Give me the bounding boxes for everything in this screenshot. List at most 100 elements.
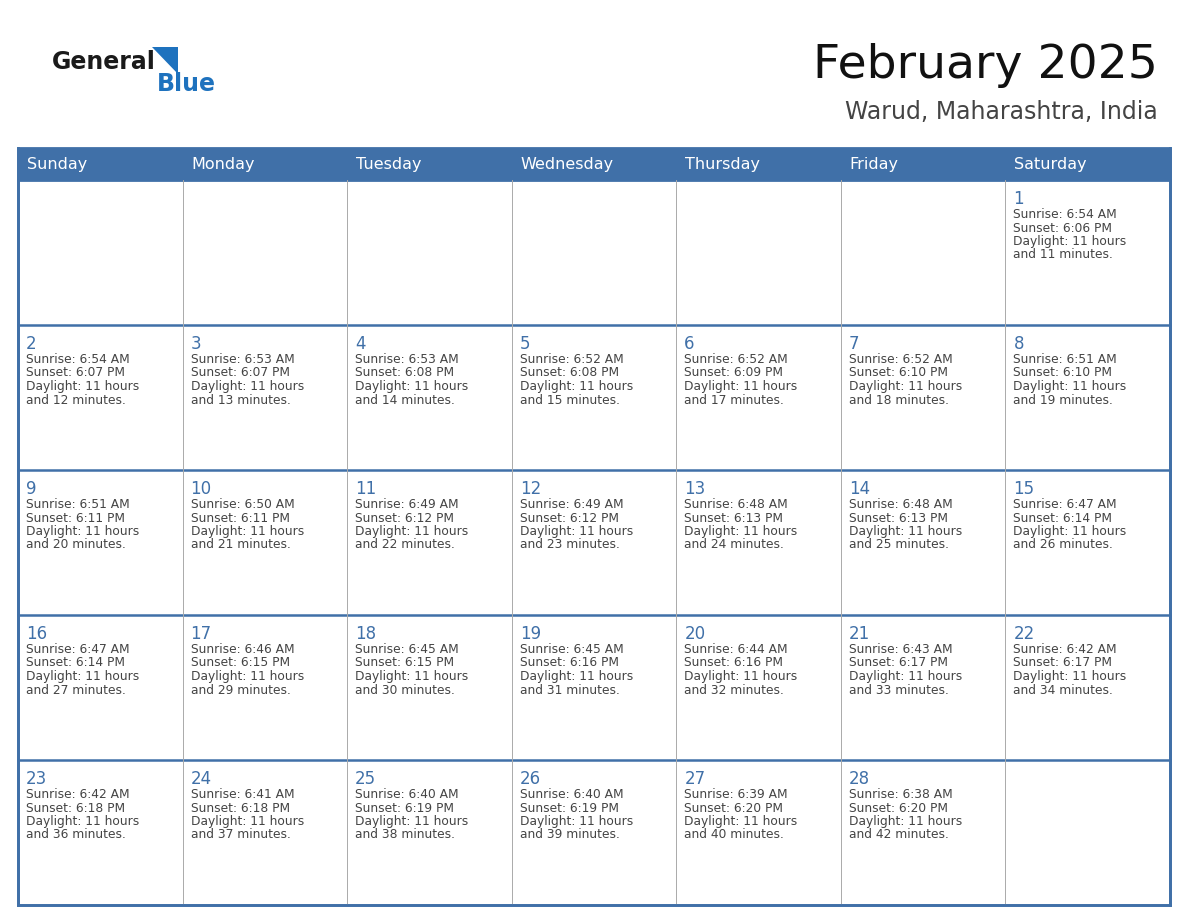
Bar: [1005, 760, 1170, 905]
Text: Sunrise: 6:52 AM: Sunrise: 6:52 AM: [519, 353, 624, 366]
Text: Sunset: 6:06 PM: Sunset: 6:06 PM: [1013, 221, 1112, 234]
Text: Sunset: 6:20 PM: Sunset: 6:20 PM: [684, 801, 783, 814]
Bar: [18, 148, 1170, 905]
Text: Sunset: 6:07 PM: Sunset: 6:07 PM: [190, 366, 290, 379]
Text: and 23 minutes.: and 23 minutes.: [519, 539, 620, 552]
Text: Daylight: 11 hours: Daylight: 11 hours: [1013, 380, 1126, 393]
Text: and 31 minutes.: and 31 minutes.: [519, 684, 620, 697]
Text: Daylight: 11 hours: Daylight: 11 hours: [849, 670, 962, 683]
Text: Sunset: 6:08 PM: Sunset: 6:08 PM: [355, 366, 454, 379]
Text: and 26 minutes.: and 26 minutes.: [1013, 539, 1113, 552]
Text: 22: 22: [1013, 625, 1035, 643]
Bar: [18, 760, 183, 905]
Text: and 17 minutes.: and 17 minutes.: [684, 394, 784, 407]
Text: Wednesday: Wednesday: [520, 156, 614, 172]
Bar: [512, 470, 676, 615]
Text: Sunset: 6:11 PM: Sunset: 6:11 PM: [26, 511, 125, 524]
Bar: [183, 325, 347, 470]
Text: and 24 minutes.: and 24 minutes.: [684, 539, 784, 552]
Bar: [512, 180, 676, 325]
Text: 7: 7: [849, 335, 859, 353]
Text: and 29 minutes.: and 29 minutes.: [190, 684, 290, 697]
Text: Friday: Friday: [849, 156, 899, 172]
Text: 9: 9: [26, 480, 37, 498]
Text: Sunrise: 6:52 AM: Sunrise: 6:52 AM: [684, 353, 788, 366]
Text: 25: 25: [355, 770, 377, 788]
Text: and 39 minutes.: and 39 minutes.: [519, 829, 620, 842]
Bar: [1005, 325, 1170, 470]
Text: 11: 11: [355, 480, 377, 498]
Text: Sunset: 6:13 PM: Sunset: 6:13 PM: [849, 511, 948, 524]
Polygon shape: [152, 47, 178, 74]
Bar: [183, 615, 347, 760]
Text: Sunset: 6:20 PM: Sunset: 6:20 PM: [849, 801, 948, 814]
Text: and 15 minutes.: and 15 minutes.: [519, 394, 620, 407]
Text: Daylight: 11 hours: Daylight: 11 hours: [519, 525, 633, 538]
Text: Sunrise: 6:40 AM: Sunrise: 6:40 AM: [519, 788, 624, 801]
Text: Daylight: 11 hours: Daylight: 11 hours: [849, 815, 962, 828]
Text: and 21 minutes.: and 21 minutes.: [190, 539, 290, 552]
Text: Sunrise: 6:47 AM: Sunrise: 6:47 AM: [1013, 498, 1117, 511]
Text: 5: 5: [519, 335, 530, 353]
Text: 27: 27: [684, 770, 706, 788]
Text: Thursday: Thursday: [685, 156, 760, 172]
Text: Sunset: 6:12 PM: Sunset: 6:12 PM: [355, 511, 454, 524]
Bar: [1005, 470, 1170, 615]
Text: and 20 minutes.: and 20 minutes.: [26, 539, 126, 552]
Text: Sunset: 6:17 PM: Sunset: 6:17 PM: [849, 656, 948, 669]
Bar: [676, 615, 841, 760]
Bar: [841, 325, 1005, 470]
Bar: [183, 470, 347, 615]
Text: Sunset: 6:13 PM: Sunset: 6:13 PM: [684, 511, 783, 524]
Bar: [347, 180, 512, 325]
Text: 3: 3: [190, 335, 201, 353]
Text: Sunrise: 6:48 AM: Sunrise: 6:48 AM: [849, 498, 953, 511]
Text: and 38 minutes.: and 38 minutes.: [355, 829, 455, 842]
Text: Sunset: 6:19 PM: Sunset: 6:19 PM: [355, 801, 454, 814]
Text: Sunrise: 6:51 AM: Sunrise: 6:51 AM: [26, 498, 129, 511]
Text: and 25 minutes.: and 25 minutes.: [849, 539, 949, 552]
Text: Sunset: 6:10 PM: Sunset: 6:10 PM: [849, 366, 948, 379]
Text: Warud, Maharashtra, India: Warud, Maharashtra, India: [845, 100, 1158, 124]
Text: Sunset: 6:19 PM: Sunset: 6:19 PM: [519, 801, 619, 814]
Bar: [347, 760, 512, 905]
Text: and 32 minutes.: and 32 minutes.: [684, 684, 784, 697]
Text: Sunset: 6:16 PM: Sunset: 6:16 PM: [519, 656, 619, 669]
Text: Sunrise: 6:49 AM: Sunrise: 6:49 AM: [519, 498, 624, 511]
Bar: [18, 180, 183, 325]
Text: 1: 1: [1013, 190, 1024, 208]
Bar: [841, 180, 1005, 325]
Bar: [18, 325, 183, 470]
Text: 12: 12: [519, 480, 541, 498]
Text: Sunset: 6:14 PM: Sunset: 6:14 PM: [26, 656, 125, 669]
Text: Sunset: 6:15 PM: Sunset: 6:15 PM: [190, 656, 290, 669]
Text: and 40 minutes.: and 40 minutes.: [684, 829, 784, 842]
Text: Daylight: 11 hours: Daylight: 11 hours: [849, 380, 962, 393]
Bar: [841, 470, 1005, 615]
Text: Daylight: 11 hours: Daylight: 11 hours: [1013, 235, 1126, 248]
Text: and 19 minutes.: and 19 minutes.: [1013, 394, 1113, 407]
Text: Sunrise: 6:50 AM: Sunrise: 6:50 AM: [190, 498, 295, 511]
Text: and 34 minutes.: and 34 minutes.: [1013, 684, 1113, 697]
Text: Sunset: 6:09 PM: Sunset: 6:09 PM: [684, 366, 783, 379]
Text: Tuesday: Tuesday: [356, 156, 422, 172]
Text: 18: 18: [355, 625, 377, 643]
Text: Daylight: 11 hours: Daylight: 11 hours: [26, 525, 139, 538]
Bar: [512, 325, 676, 470]
Text: and 37 minutes.: and 37 minutes.: [190, 829, 290, 842]
Text: 21: 21: [849, 625, 870, 643]
Text: and 11 minutes.: and 11 minutes.: [1013, 249, 1113, 262]
Bar: [1005, 615, 1170, 760]
Text: Monday: Monday: [191, 156, 255, 172]
Text: and 36 minutes.: and 36 minutes.: [26, 829, 126, 842]
Text: Daylight: 11 hours: Daylight: 11 hours: [1013, 670, 1126, 683]
Text: 10: 10: [190, 480, 211, 498]
Text: and 18 minutes.: and 18 minutes.: [849, 394, 949, 407]
Text: Daylight: 11 hours: Daylight: 11 hours: [190, 525, 304, 538]
Text: Sunrise: 6:40 AM: Sunrise: 6:40 AM: [355, 788, 459, 801]
Text: Daylight: 11 hours: Daylight: 11 hours: [1013, 525, 1126, 538]
Text: Daylight: 11 hours: Daylight: 11 hours: [684, 815, 797, 828]
Text: 14: 14: [849, 480, 870, 498]
Text: Sunrise: 6:39 AM: Sunrise: 6:39 AM: [684, 788, 788, 801]
Text: General: General: [52, 50, 156, 74]
